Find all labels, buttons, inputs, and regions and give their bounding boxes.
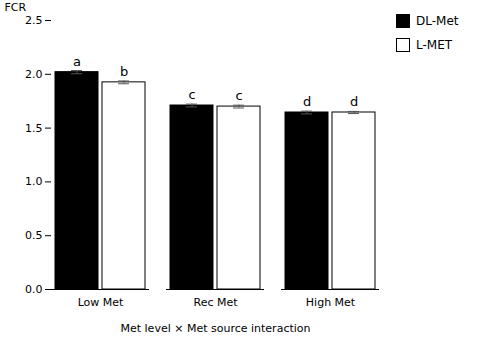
- svg-text:1.0: 1.0: [25, 175, 43, 188]
- svg-text:d: d: [350, 94, 358, 109]
- svg-text:Met level × Met source interac: Met level × Met source interaction: [120, 322, 310, 335]
- svg-text:Rec Met: Rec Met: [193, 296, 238, 309]
- svg-text:b: b: [120, 64, 128, 79]
- svg-text:0.0: 0.0: [25, 283, 43, 296]
- svg-text:High Met: High Met: [306, 296, 356, 309]
- svg-text:a: a: [73, 54, 81, 69]
- html-text:L-MET: L-MET: [416, 38, 453, 52]
- svg-text:2.0: 2.0: [25, 68, 43, 81]
- svg-text:c: c: [188, 87, 195, 102]
- svg-text:d: d: [303, 94, 311, 109]
- svg-text:c: c: [235, 88, 242, 103]
- svg-text:1.5: 1.5: [25, 122, 43, 135]
- svg-text:2.5: 2.5: [25, 14, 43, 27]
- svg-text:Low Met: Low Met: [78, 296, 124, 309]
- svg-text:0.5: 0.5: [25, 229, 43, 242]
- html-text:DL-Met: DL-Met: [416, 14, 459, 28]
- svg-text:FCR: FCR: [5, 1, 27, 14]
